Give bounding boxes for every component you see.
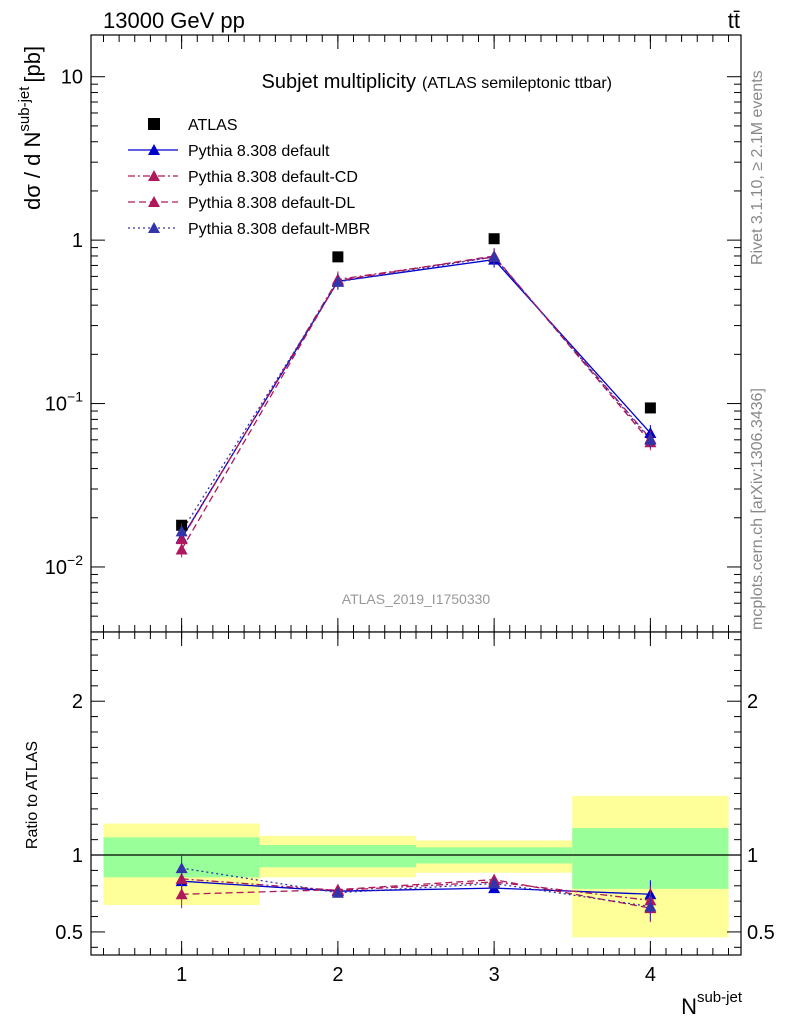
legend-marker-4 (148, 222, 160, 233)
x-tick-label-0: 1 (176, 964, 187, 986)
analysis-watermark: ATLAS_2019_I1750330 (342, 591, 491, 607)
x-tick-label-2: 3 (489, 964, 500, 986)
ratio-series-lines (181, 867, 651, 909)
ratio-y-tick-label-right-0: 0.5 (747, 922, 775, 944)
ratio-point-3-1 (331, 886, 344, 898)
ratio-series-line-1 (181, 878, 651, 902)
tick-base: 10 (45, 557, 67, 579)
legend-label-1: Pythia 8.308 default (188, 143, 330, 160)
main-point-3-0 (175, 543, 188, 555)
legend-marker-atlas (148, 118, 160, 130)
main-point-atlas-2 (488, 233, 500, 245)
main-series-lines (181, 255, 651, 550)
ratio-y-axis-label: Ratio to ATLAS (24, 741, 41, 849)
ratio-point-2-0 (175, 888, 188, 900)
ratio-point-3-2 (488, 877, 501, 889)
ratio-point-3-0 (175, 862, 188, 874)
legend-marker-3 (148, 196, 160, 207)
main-series-line-2 (181, 256, 651, 540)
main-point-4-2 (488, 250, 501, 262)
ratio-y-tick-label-left-2: 2 (72, 691, 83, 713)
ratio-y-tick-label-right-2: 2 (747, 691, 758, 713)
ratio-series-line-2 (181, 878, 651, 909)
tick-base: 10 (61, 67, 83, 89)
chart-subtitle: (ATLAS semileptonic ttbar) (422, 75, 612, 92)
main-point-4-0 (175, 525, 188, 537)
mcplots-label: mcplots.cern.ch [arXiv:1306.3436] (749, 388, 766, 630)
tick-exponent: −2 (67, 552, 83, 568)
rivet-label: Rivet 3.1.10, ≥ 2.1M events (749, 70, 766, 265)
ratio-uncertainty-bands (91, 632, 741, 955)
x-label-superscript: sub-jet (697, 989, 743, 1006)
chart-title: Subjet multiplicity (261, 71, 416, 93)
x-axis-label: Nsub-jet (681, 989, 743, 1019)
main-panel-background (91, 35, 741, 632)
main-y-tick-label-1: 1 (72, 230, 83, 252)
x-tick-label-3: 4 (645, 964, 656, 986)
x-tick-label-1: 2 (332, 964, 343, 986)
y-label-superscript: sub-jet (16, 86, 33, 132)
legend-label-2: Pythia 8.308 default-CD (188, 169, 358, 186)
ratio-band-green-3 (572, 828, 729, 889)
main-y-axis-label-group: dσ / d Nsub-jet [pb] (16, 46, 45, 210)
ratio-series-markers (175, 854, 657, 923)
main-point-4-3 (644, 433, 657, 445)
ratio-point-3-3 (644, 900, 657, 912)
y-label-main: dσ / d N (20, 132, 45, 210)
main-point-4-1 (331, 275, 344, 287)
y-label-unit: [pb] (20, 46, 45, 83)
ratio-axis-ticks: 0.5 0.5 1 1 2 2 1 2 3 4 (55, 632, 775, 986)
ratio-y-tick-label-right-1: 1 (747, 845, 758, 867)
ratio-series-line-3 (181, 867, 651, 908)
header-energy-label: 13000 GeV pp (103, 8, 245, 33)
legend-marker-2 (148, 170, 160, 181)
ratio-y-tick-label-left-1: 1 (72, 845, 83, 867)
main-point-atlas-1 (332, 251, 344, 263)
main-point-atlas-3 (644, 402, 656, 414)
main-series-line-3 (181, 255, 651, 550)
legend: ATLAS Pythia 8.308 default Pythia 8.308 de… (128, 117, 370, 238)
tick-exponent: −1 (67, 389, 83, 405)
tick-base: 10 (45, 394, 67, 416)
legend-marker-1 (148, 144, 160, 155)
main-panel-area (91, 35, 741, 632)
legend-label-3: Pythia 8.308 default-DL (188, 195, 355, 212)
main-y-tick-label-0: 10 (61, 67, 83, 89)
legend-label-0: ATLAS (188, 117, 238, 134)
ratio-y-tick-label-left-0: 0.5 (55, 922, 83, 944)
main-series-markers (175, 233, 657, 558)
tick-base: 1 (72, 230, 83, 252)
legend-label-4: Pythia 8.308 default-MBR (188, 221, 370, 238)
x-label-main: N (681, 994, 697, 1019)
main-y-axis-label: dσ / d Nsub-jet [pb] (16, 46, 45, 210)
main-y-tick-label-2: 10−1 (45, 389, 83, 416)
header-process-label: tt̄ (728, 8, 740, 33)
main-y-tick-label-3: 10−2 (45, 552, 83, 579)
ratio-band-green-1 (259, 845, 416, 868)
